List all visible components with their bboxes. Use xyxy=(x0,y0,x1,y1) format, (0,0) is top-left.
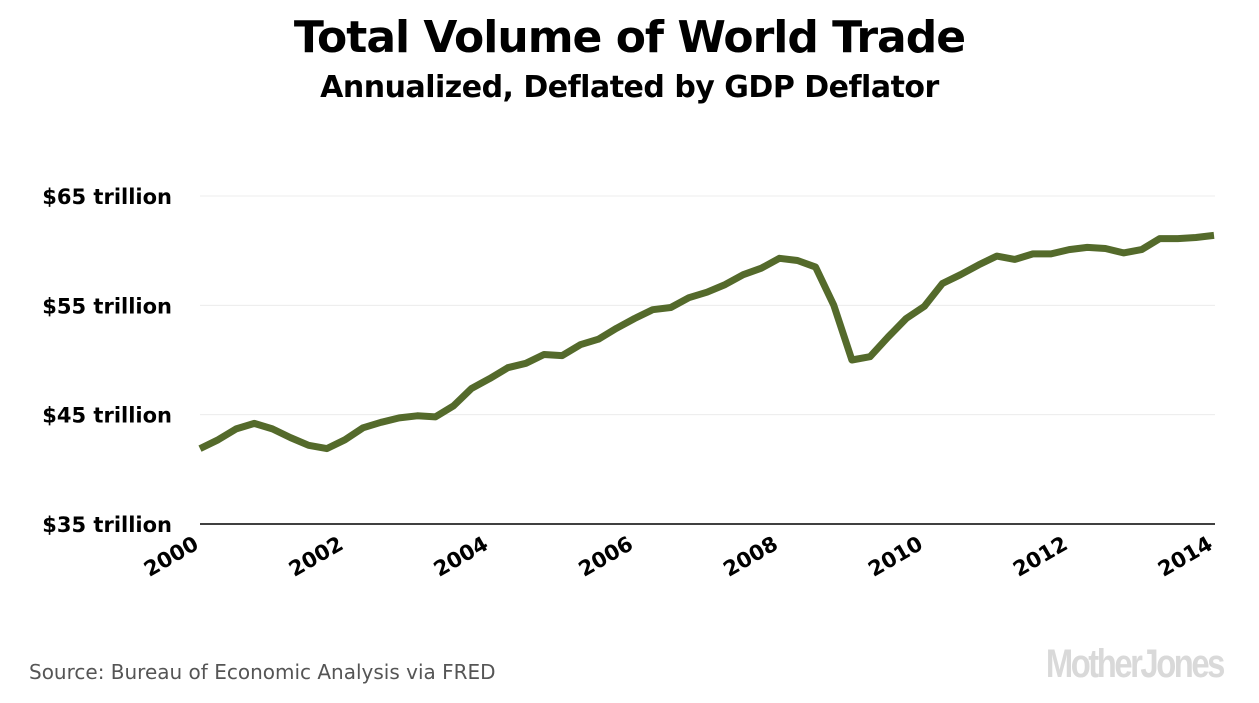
x-tick-label: 2010 xyxy=(864,532,927,582)
series-lines xyxy=(198,231,1215,453)
x-tick-label: 2002 xyxy=(285,532,348,582)
y-tick-label: $65 trillion xyxy=(42,185,172,209)
y-tick-label: $55 trillion xyxy=(42,294,172,318)
x-tick-label: 2012 xyxy=(1009,532,1072,582)
mother-jones-logo: MotherJones xyxy=(1045,642,1226,686)
y-tick-label: $35 trillion xyxy=(42,513,172,537)
chart-subtitle: Annualized, Deflated by GDP Deflator xyxy=(320,70,939,105)
gridlines xyxy=(200,195,1215,416)
chart-title: Total Volume of World Trade xyxy=(293,12,966,63)
x-axis-ticks: 2000 2002 2004 2006 2008 2010 2012 2014 xyxy=(140,532,1217,582)
y-tick-label: $45 trillion xyxy=(42,404,172,428)
y-axis-ticks: $65 trillion $55 trillion $45 trillion $35 … xyxy=(42,185,172,537)
x-tick-label: 2008 xyxy=(719,532,782,582)
x-tick-label: 2014 xyxy=(1154,532,1217,582)
source-note: Source: Bureau of Economic Analysis via … xyxy=(29,660,496,684)
x-tick-label: 2004 xyxy=(430,532,493,582)
series-line xyxy=(198,231,1215,453)
x-tick-label: 2000 xyxy=(140,532,203,582)
x-tick-label: 2006 xyxy=(574,532,637,582)
